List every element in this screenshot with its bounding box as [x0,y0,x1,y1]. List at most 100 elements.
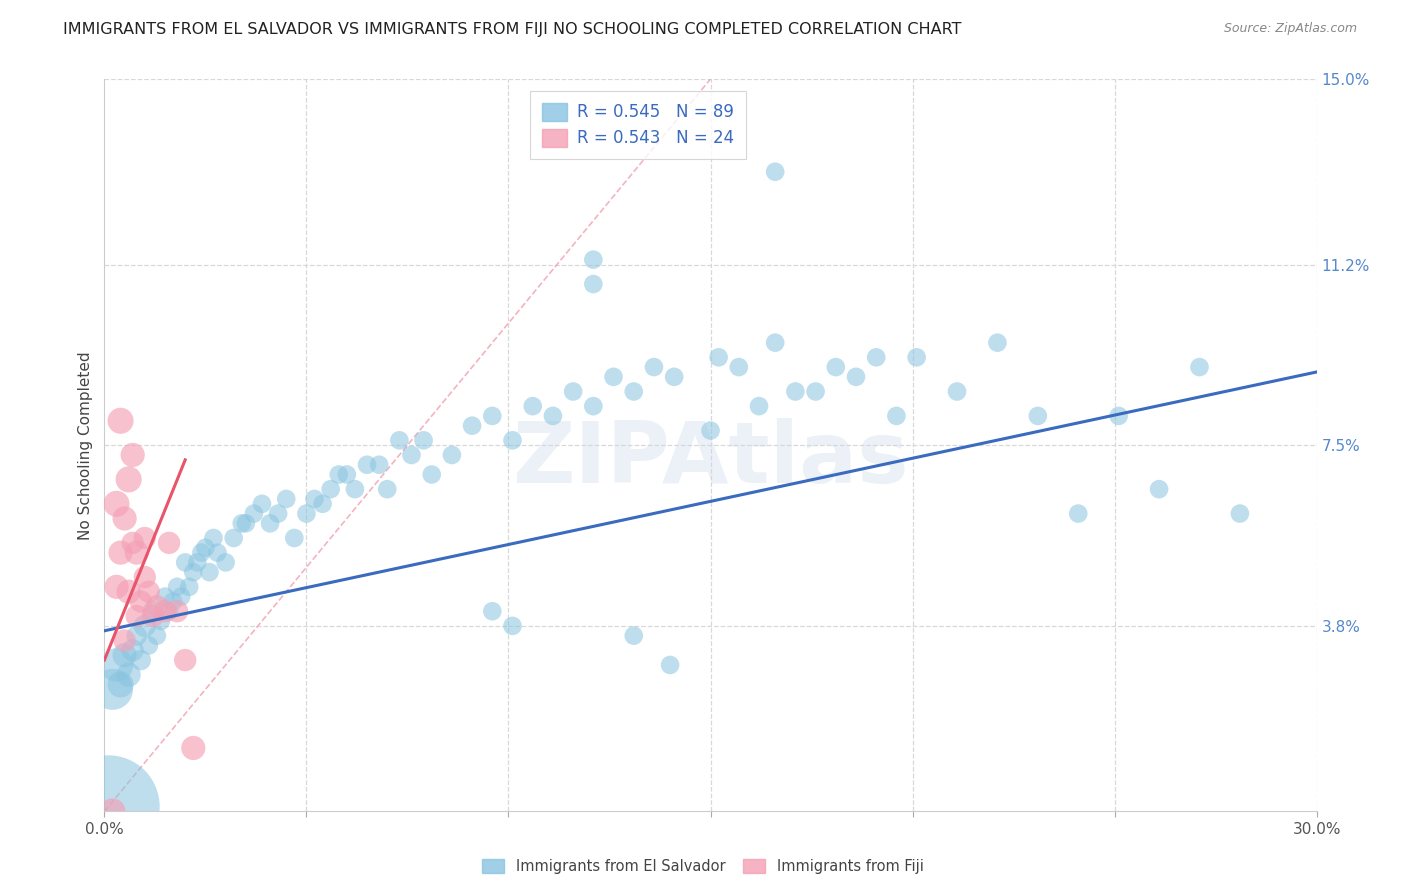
Point [582,277,605,291]
Point [153,590,176,604]
Point [1229,507,1251,521]
Point [461,418,484,433]
Point [101,805,124,819]
Point [105,497,128,511]
Point [1026,409,1049,423]
Point [643,360,665,375]
Point [582,399,605,413]
Point [905,351,928,365]
Point [1188,360,1211,375]
Point [207,546,229,560]
Text: IMMIGRANTS FROM EL SALVADOR VS IMMIGRANTS FROM FIJI NO SCHOOLING COMPLETED CORRE: IMMIGRANTS FROM EL SALVADOR VS IMMIGRANT… [63,22,962,37]
Point [886,409,908,423]
Point [198,565,221,579]
Point [481,604,503,618]
Point [276,491,298,506]
Point [101,682,124,697]
Point [134,531,156,545]
Point [623,629,645,643]
Point [727,360,749,375]
Point [311,497,333,511]
Point [142,604,165,618]
Point [420,467,443,482]
Point [356,458,378,472]
Point [865,351,887,365]
Point [174,653,197,667]
Point [105,657,128,672]
Point [502,619,524,633]
Point [190,546,212,560]
Point [824,360,846,375]
Point [541,409,564,423]
Point [699,424,721,438]
Point [114,511,136,525]
Point [763,335,786,350]
Point [105,580,128,594]
Point [121,448,143,462]
Point [707,351,730,365]
Point [763,165,786,179]
Point [1147,482,1170,496]
Point [117,472,139,486]
Point [181,741,204,756]
Point [110,546,132,560]
Legend: R = 0.545   N = 89, R = 0.543   N = 24: R = 0.545 N = 89, R = 0.543 N = 24 [530,91,745,159]
Point [214,555,236,569]
Point [121,536,143,550]
Point [440,448,463,462]
Point [157,536,180,550]
Point [166,580,188,594]
Point [481,409,503,423]
Point [336,467,359,482]
Point [368,458,391,472]
Point [304,491,326,506]
Point [125,609,148,624]
Point [142,609,165,624]
Point [602,369,624,384]
Point [202,531,225,545]
Point [283,531,305,545]
Point [412,434,434,448]
Point [259,516,281,531]
Point [522,399,544,413]
Point [134,570,156,584]
Point [267,507,290,521]
Point [97,799,120,814]
Point [243,507,266,521]
Point [295,507,318,521]
Point [388,434,411,448]
Point [194,541,217,555]
Point [375,482,398,496]
Point [235,516,257,531]
Point [121,643,143,657]
Point [328,467,350,482]
Point [582,252,605,267]
Point [804,384,827,399]
Point [114,648,136,663]
Point [110,414,132,428]
Point [138,584,160,599]
Point [110,677,132,691]
Point [250,497,273,511]
Point [117,667,139,681]
Point [946,384,969,399]
Point [117,584,139,599]
Point [845,369,868,384]
Point [166,604,188,618]
Text: Source: ZipAtlas.com: Source: ZipAtlas.com [1223,22,1357,36]
Point [179,580,201,594]
Point [785,384,807,399]
Point [319,482,342,496]
Point [662,369,685,384]
Point [149,614,172,628]
Point [129,594,152,608]
Point [1108,409,1130,423]
Point [623,384,645,399]
Point [129,653,152,667]
Point [170,590,193,604]
Point [153,604,176,618]
Point [114,633,136,648]
Point [125,546,148,560]
Point [222,531,245,545]
Point [162,594,184,608]
